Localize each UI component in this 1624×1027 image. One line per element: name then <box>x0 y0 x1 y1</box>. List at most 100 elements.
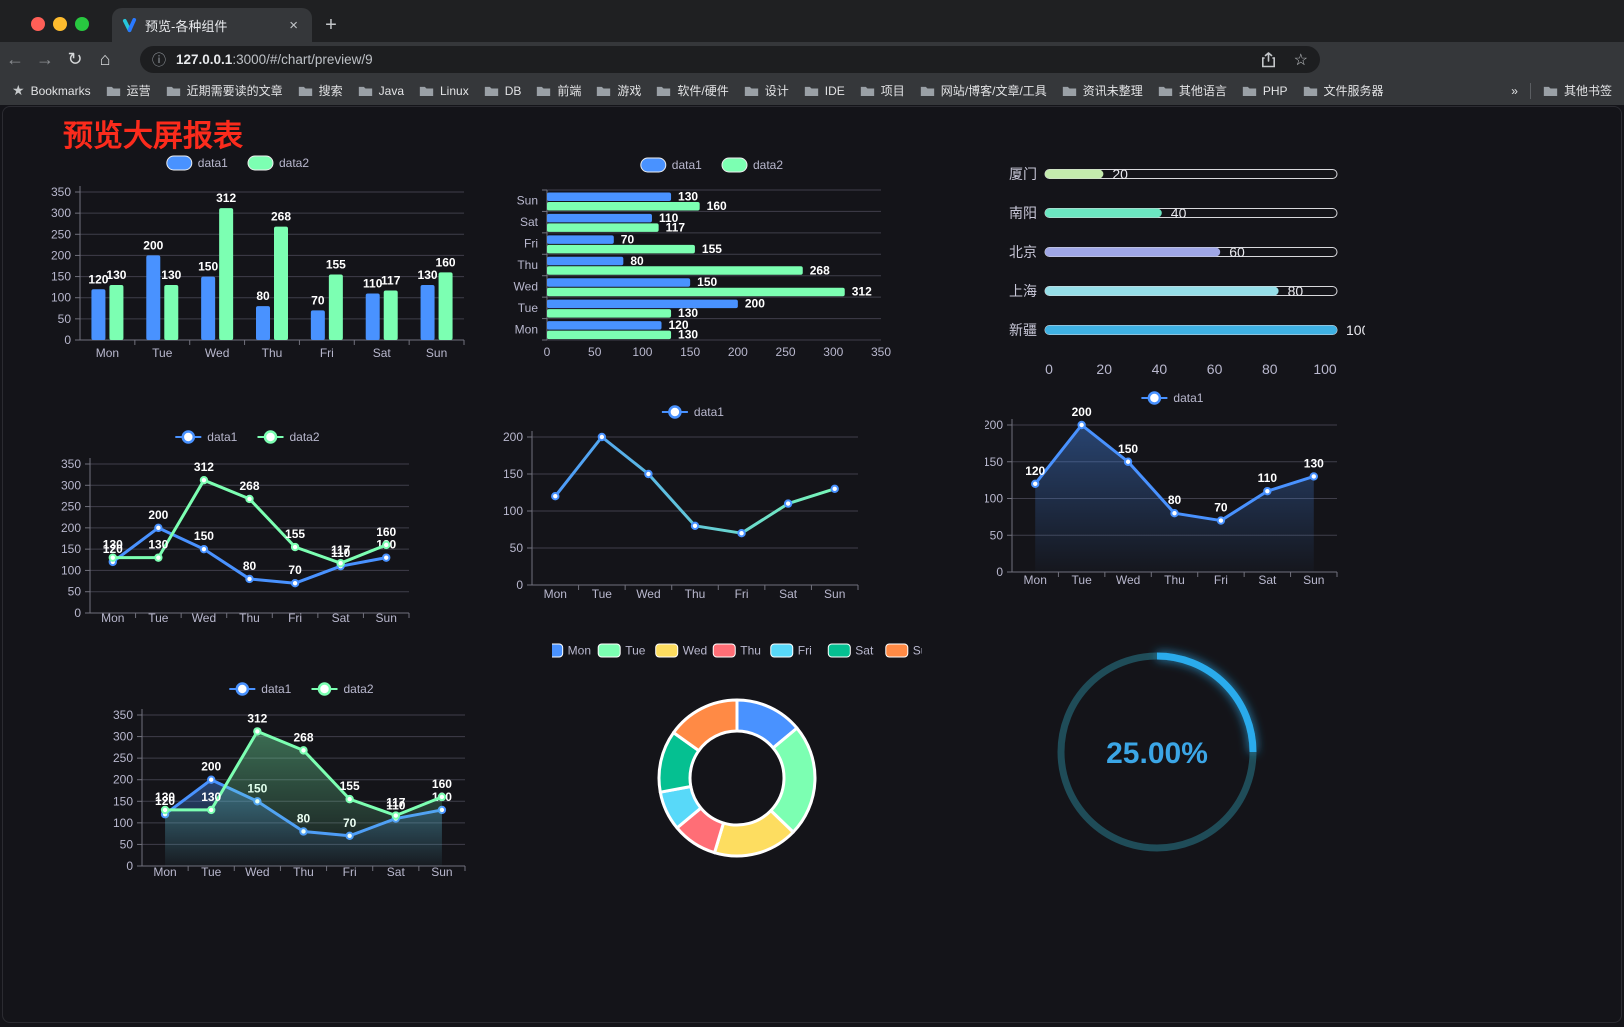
bookmark-folder[interactable]: 近期需要读的文章 <box>166 82 283 99</box>
bookmark-folder[interactable]: DB <box>484 84 521 98</box>
bookmark-folder[interactable]: 资讯未整理 <box>1062 82 1143 99</box>
other-bookmarks[interactable]: 其他书签 <box>1543 82 1612 99</box>
bookmark-folder[interactable]: 设计 <box>744 82 789 99</box>
folder-icon <box>657 86 671 96</box>
chart-area-blue[interactable]: data1 0 50 100 150 200 Mon Tue Wed Thu Fri Sat Sun 12… <box>985 388 1355 598</box>
bookmark-folder[interactable]: 文件服务器 <box>1303 82 1384 99</box>
chart-line-gradient[interactable]: data1 0 50 100 150 200 Mon Tue Wed Thu Fri Sat Sun <box>500 400 920 612</box>
svg-text:Tue: Tue <box>1072 573 1093 587</box>
svg-text:268: 268 <box>293 730 313 744</box>
svg-text:312: 312 <box>194 460 214 474</box>
reload-icon[interactable]: ↻ <box>67 48 83 69</box>
bookmarks-divider <box>1529 82 1531 99</box>
svg-text:Sat: Sat <box>855 644 874 658</box>
chart-line-two-series[interactable]: data1 data2 0 50 100 150 200 250 300 350 Mon Tue Wed… <box>45 423 420 635</box>
tab-close-icon[interactable]: × <box>289 16 298 34</box>
bookmarks-star-icon: ★ <box>12 82 25 98</box>
bookmarks-root[interactable]: ★ Bookmarks <box>12 82 91 98</box>
browser-tab[interactable]: 预览-各种组件 × <box>112 8 312 42</box>
bookmark-folder[interactable]: Java <box>358 84 404 98</box>
svg-text:130: 130 <box>201 790 221 804</box>
svg-text:data2: data2 <box>279 156 309 170</box>
url-bar[interactable]: ⓘ 127.0.0.1 :3000/#/chart/preview/9 ☆ <box>140 46 1320 73</box>
bookmark-folder[interactable]: Linux <box>419 84 469 98</box>
svg-text:70: 70 <box>311 293 325 307</box>
folder-icon <box>597 86 611 96</box>
bookmarks-overflow-chevron[interactable]: » <box>1511 83 1518 98</box>
window-close-button[interactable] <box>31 17 45 31</box>
svg-text:40: 40 <box>1171 205 1187 221</box>
svg-text:250: 250 <box>51 227 71 241</box>
bookmark-folder[interactable]: 前端 <box>536 82 581 99</box>
bookmark-star-icon[interactable]: ☆ <box>1293 51 1308 69</box>
svg-text:80: 80 <box>1288 283 1304 299</box>
window-minimize-button[interactable] <box>53 17 67 31</box>
folder-icon <box>298 86 312 96</box>
svg-text:data2: data2 <box>344 682 374 696</box>
svg-text:350: 350 <box>51 185 71 199</box>
svg-text:Mon: Mon <box>1024 573 1047 587</box>
site-info-icon[interactable]: ⓘ <box>152 51 166 68</box>
svg-text:Mon: Mon <box>101 611 124 625</box>
page-content: 预览大屏报表 data1 data2 0 50 100 150 200 250 300 350 Mo… <box>0 105 1624 1027</box>
page-title: 预览大屏报表 <box>63 120 243 153</box>
bookmark-folder[interactable]: 软件/硬件 <box>656 82 729 99</box>
svg-text:Thu: Thu <box>517 258 538 272</box>
bookmark-folder[interactable]: 项目 <box>860 82 905 99</box>
chart-grouped-bar[interactable]: data1 data2 0 50 100 150 200 250 300 350 Mon Tue Wed… <box>40 148 470 363</box>
share-icon[interactable] <box>1261 51 1276 68</box>
chart-donut-pie[interactable]: Mon Tue Wed Thu Fri Sat Sun <box>552 638 922 890</box>
tab-favicon <box>122 17 137 32</box>
bookmark-folder[interactable]: PHP <box>1242 84 1288 98</box>
svg-text:150: 150 <box>194 529 214 543</box>
svg-text:50: 50 <box>120 837 134 851</box>
svg-text:Fri: Fri <box>320 346 334 360</box>
svg-text:Sun: Sun <box>1303 573 1324 587</box>
svg-text:200: 200 <box>985 418 1003 432</box>
chart-progress-bars[interactable]: 厦门 20 南阳 40 北京 60 上海 80 新疆 100 0 20 40 60 80 100 <box>995 160 1365 385</box>
bookmark-folder[interactable]: 网站/博客/文章/工具 <box>920 82 1047 99</box>
forward-icon[interactable]: → <box>36 48 54 69</box>
svg-text:150: 150 <box>61 542 81 556</box>
svg-text:300: 300 <box>61 478 81 492</box>
svg-text:130: 130 <box>161 268 181 282</box>
back-icon[interactable]: ← <box>6 48 24 69</box>
svg-text:Mon: Mon <box>96 346 119 360</box>
new-tab-button[interactable]: + <box>325 14 337 36</box>
svg-text:南阳: 南阳 <box>1009 205 1037 221</box>
svg-text:0: 0 <box>64 333 71 347</box>
svg-text:Sun: Sun <box>517 194 538 208</box>
folder-icon <box>1242 86 1256 96</box>
svg-text:北京: 北京 <box>1009 244 1037 260</box>
svg-text:300: 300 <box>51 206 71 220</box>
svg-text:150: 150 <box>503 467 523 481</box>
svg-text:Fri: Fri <box>524 237 538 251</box>
folder-icon <box>537 86 551 96</box>
chart-gauge-percent[interactable]: 25.00% <box>1040 635 1275 870</box>
bookmark-folder[interactable]: 其他语言 <box>1158 82 1227 99</box>
home-icon[interactable]: ⌂ <box>99 48 111 69</box>
bookmark-folder[interactable]: 运营 <box>106 82 151 99</box>
svg-text:Wed: Wed <box>683 644 707 658</box>
chart-area-two-series[interactable]: data1 data2 0 50 100 150 200 250 300 350 Mon Tue Wed… <box>110 675 490 889</box>
bookmark-folder[interactable]: 搜索 <box>298 82 343 99</box>
svg-text:Sun: Sun <box>431 865 452 879</box>
svg-text:80: 80 <box>630 254 644 268</box>
window-zoom-button[interactable] <box>75 17 89 31</box>
folder-icon <box>166 86 180 96</box>
url-host: 127.0.0.1 <box>176 52 233 67</box>
svg-text:Sat: Sat <box>779 587 798 601</box>
bookmark-folder[interactable]: 游戏 <box>596 82 641 99</box>
browser-toolbar: ← → ↻ ⌂ ⓘ 127.0.0.1 :3000/#/chart/previe… <box>0 42 1624 113</box>
svg-text:160: 160 <box>376 525 396 539</box>
chart-horizontal-bar[interactable]: data1 data2 Mon 120 130 Tue 200 130 Wed 150 312 Thu… <box>505 150 895 365</box>
svg-text:100: 100 <box>1313 361 1337 377</box>
bookmark-folder[interactable]: IDE <box>804 84 845 98</box>
svg-text:data2: data2 <box>753 158 783 172</box>
svg-text:200: 200 <box>1072 405 1092 419</box>
svg-text:70: 70 <box>1214 501 1228 515</box>
svg-text:Fri: Fri <box>1214 573 1228 587</box>
folder-icon <box>358 86 372 96</box>
svg-text:312: 312 <box>247 711 267 725</box>
svg-text:155: 155 <box>340 779 360 793</box>
